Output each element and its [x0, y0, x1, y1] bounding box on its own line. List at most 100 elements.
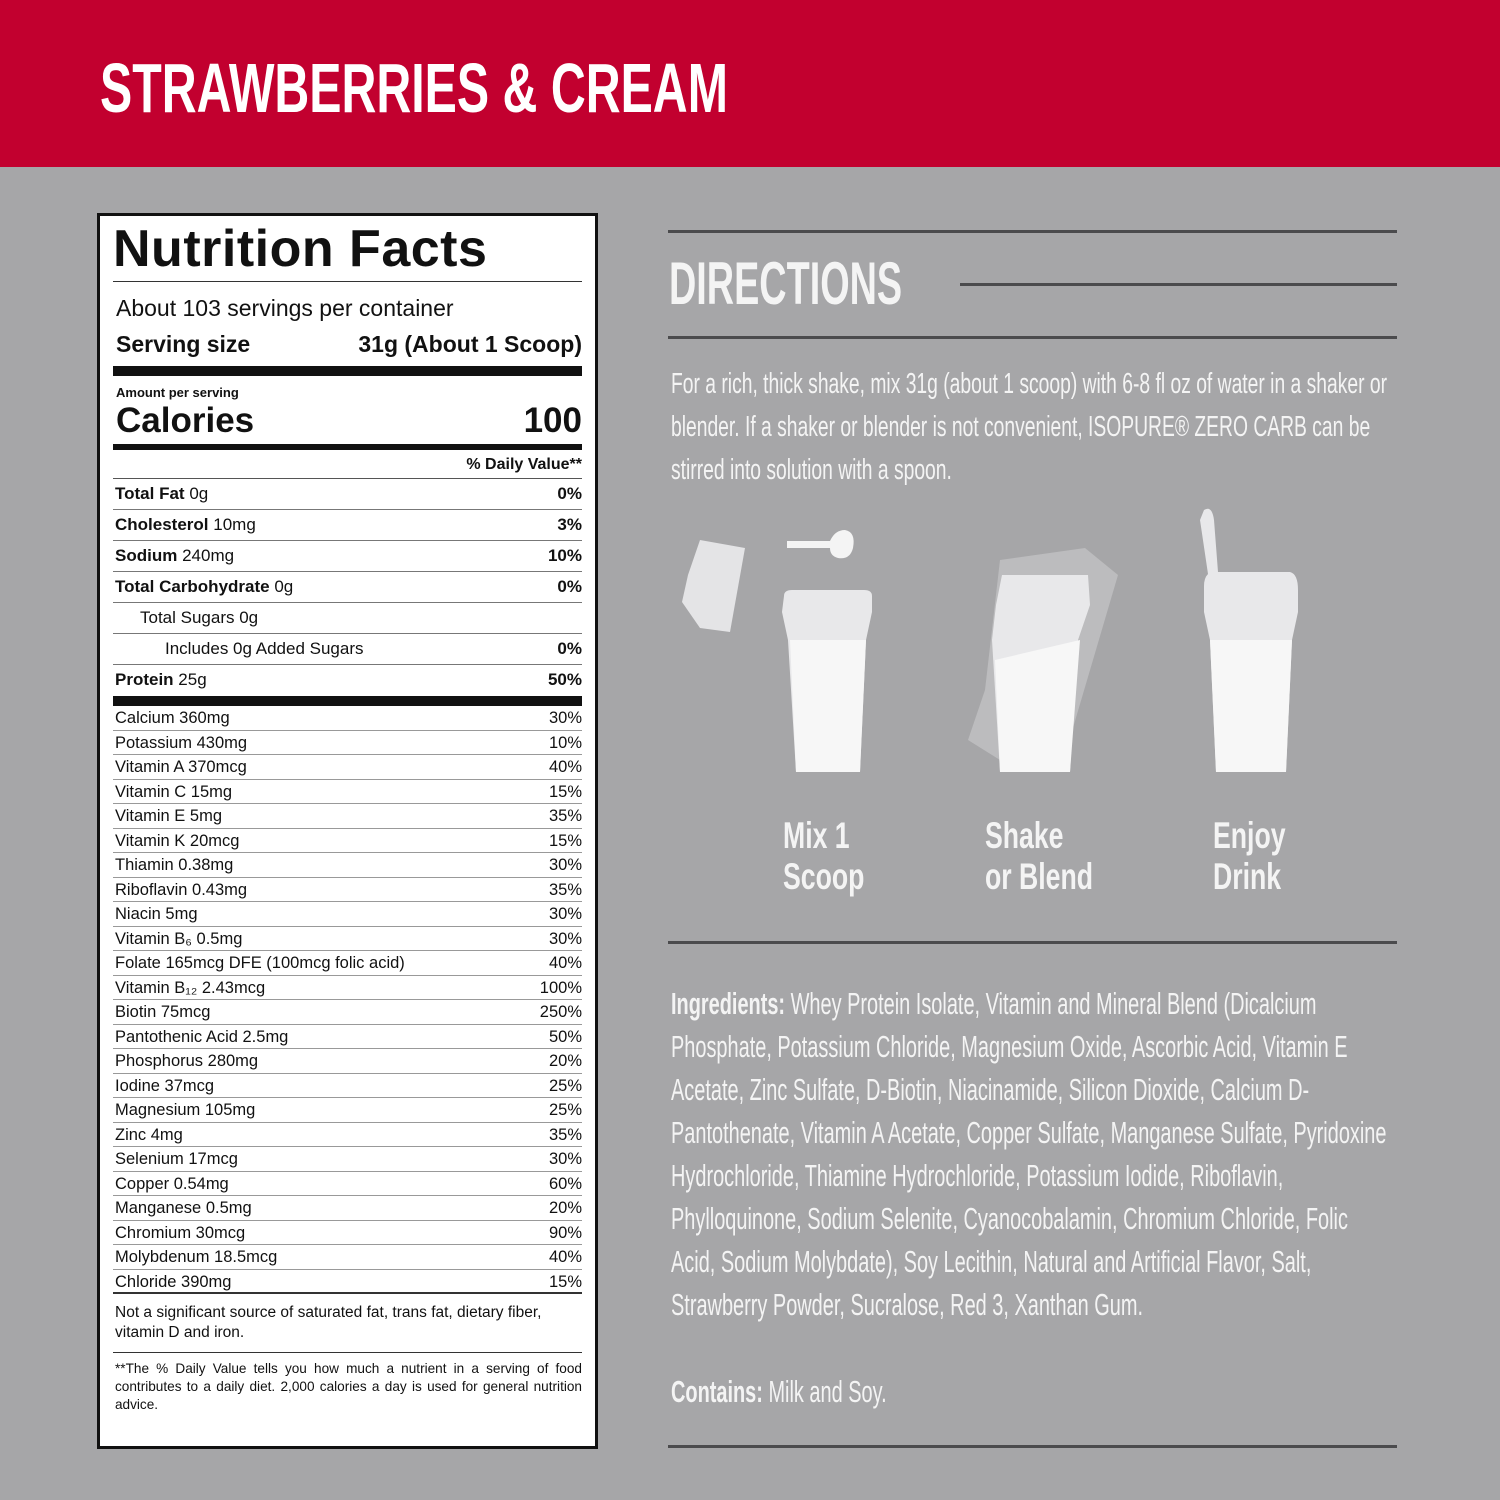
vitamin-row: Selenium 17mcg 30% [113, 1147, 582, 1172]
vitamin-dv: 30% [548, 1150, 582, 1168]
nutrient-dv: 0% [557, 484, 582, 503]
contains: Contains: Milk and Soy. [671, 1370, 1057, 1413]
vitamin-dv: 35% [548, 807, 582, 825]
nutrient-dv: 0% [557, 639, 582, 658]
vitamin-row: Manganese 0.5mg 20% [113, 1196, 582, 1221]
nutrient: Sodium 240mg [115, 541, 234, 571]
vitamin-name: Iodine 37mcg [115, 1076, 215, 1095]
nutrient-amount: 25g [178, 670, 207, 689]
nutrient-name: Total Sugars 0g [140, 608, 259, 627]
vitamin-dv: 35% [548, 880, 582, 899]
vitamin-row: Vitamin B₆ 0.5mg 30% [113, 927, 582, 951]
product-title: STRAWBERRIES & CREAM [100, 49, 728, 127]
nutrient-dv: 3% [557, 515, 582, 534]
vitamin-name: Pantothenic Acid 2.5mg [115, 1027, 289, 1046]
step-line: Drink [1213, 856, 1282, 897]
nutrient-name: Includes 0g Added Sugars [165, 639, 364, 658]
vitamin-dv: 15% [548, 1272, 582, 1291]
icons [682, 508, 1298, 772]
vitamin-row: Folate 165mcg DFE (100mcg folic acid) 40% [113, 951, 582, 976]
vitamin-dv: 35% [548, 1125, 582, 1144]
vitamin-name: Vitamin B₆ 0.5mg [115, 929, 243, 948]
ingredients-text: Whey Protein Isolate, Vitamin and Minera… [671, 986, 1387, 1322]
vitamin-dv: 90% [548, 1223, 582, 1242]
nutrient-amount: 0g [189, 484, 209, 503]
vitamin-name: Potassium 430mg [115, 733, 248, 752]
vitamin-dv: 30% [548, 929, 582, 948]
directions-title: DIRECTIONS [669, 250, 903, 317]
contains-text: Milk and Soy. [768, 1374, 887, 1409]
vitamin-row: Zinc 4mg 35% [113, 1123, 582, 1147]
vitamin-row: Magnesium 105mg 25% [113, 1098, 582, 1123]
vitamin-row: Potassium 430mg 10% [113, 731, 582, 755]
nutrient-row: Sodium 240mg 10% [113, 541, 582, 572]
vitamin-name: Vitamin K 20mcg [115, 831, 240, 850]
divider [668, 941, 1397, 944]
nutrient-row: Cholesterol 10mg 3% [113, 510, 582, 541]
vitamin-name: Chloride 390mg [115, 1272, 232, 1291]
vitamin-name: Vitamin B₁₂ 2.43mcg [115, 978, 266, 997]
footnote: **The % Daily Value tells you how much a… [115, 1361, 582, 1412]
nutrition-panel: Nutrition Facts About 103 servings per c… [97, 213, 598, 1449]
vitamin-row: Chloride 390mg 15% [113, 1270, 582, 1294]
vitamin-name: Biotin 75mcg [115, 1003, 211, 1021]
vitamin-name: Chromium 30mcg [115, 1223, 246, 1242]
nutrient-row: Includes 0g Added Sugars 0% [113, 634, 582, 665]
vitamin-name: Magnesium 105mg [115, 1101, 256, 1119]
nutrient-dv: 0% [557, 577, 582, 596]
nutrient: Includes 0g Added Sugars [115, 634, 363, 664]
vitamin-dv: 20% [548, 1199, 582, 1217]
vitamin-dv: 250% [539, 1003, 582, 1021]
bottle-liquid [1210, 640, 1292, 772]
vitamin-name: Vitamin E 5mg [115, 807, 222, 825]
amount-label: Amount per serving [116, 385, 239, 400]
vitamin-name: Thiamin 0.38mg [115, 856, 234, 874]
header-band [0, 0, 1500, 167]
vitamin-dv: 100% [539, 978, 582, 997]
nutrient-amount: 10mg [213, 515, 256, 534]
divider [668, 230, 1397, 233]
vitamin-row: Molybdenum 18.5mcg 40% [113, 1245, 582, 1270]
directions-text: For a rich, thick shake, mix 31g (about … [671, 368, 1388, 486]
nutrition-title: Nutrition Facts [113, 216, 582, 282]
serving-size-value: 31g (About 1 Scoop) [358, 331, 582, 357]
step-icons [682, 508, 1298, 772]
calories-value: 100 [523, 401, 582, 440]
vitamin-dv: 15% [548, 782, 582, 801]
nutrient-row: Total Sugars 0g [113, 603, 582, 634]
vitamin-row: Iodine 37mcg 25% [113, 1074, 582, 1098]
calories: Calories 100 [113, 398, 582, 444]
servings: About 103 servings per container [116, 295, 454, 321]
vitamin-row: Vitamin C 15mg 15% [113, 780, 582, 804]
main-rows: Total Fat 0g 0% Cholesterol 10mg 3% Sodium 2… [113, 479, 582, 696]
cup-liquid [790, 640, 866, 772]
vitamin-name: Niacin 5mg [115, 905, 198, 923]
step-line: Shake [985, 815, 1064, 856]
vitamin-name: Molybdenum 18.5mcg [115, 1248, 278, 1266]
vitamin-name: Phosphorus 280mg [115, 1052, 259, 1070]
vitamin-name: Riboflavin 0.43mg [115, 880, 248, 899]
rule [113, 696, 582, 706]
step-line: or Blend [985, 856, 1094, 897]
divider [668, 1445, 1397, 1448]
vitamin-name: Calcium 360mg [115, 709, 230, 727]
nutrient-dv: 10% [547, 546, 582, 565]
dv-header: % Daily Value** [113, 450, 582, 479]
vitamin-rows: Calcium 360mg 30% Potassium 430mg 10% Vitami… [113, 706, 582, 1294]
nutrient-name: Total Fat [115, 484, 185, 503]
vitamin-row: Pantothenic Acid 2.5mg 50% [113, 1025, 582, 1049]
note: Not a significant source of saturated fa… [113, 1294, 582, 1353]
contains-label: Contains: [671, 1374, 763, 1409]
vitamin-dv: 60% [548, 1174, 582, 1193]
vitamin-name: Folate 165mcg DFE (100mcg folic acid) [115, 954, 405, 972]
vitamin-dv: 40% [548, 954, 582, 972]
vitamin-name: Copper 0.54mg [115, 1174, 229, 1193]
vitamin-dv: 40% [548, 1248, 582, 1266]
vitamin-row: Phosphorus 280mg 20% [113, 1049, 582, 1074]
nutrient-amount: 0g [274, 577, 294, 596]
step-label: Enjoy Drink [1213, 815, 1286, 897]
vitamin-row: Thiamin 0.38mg 30% [113, 853, 582, 878]
divider [960, 283, 1397, 286]
vitamin-dv: 10% [548, 733, 582, 752]
